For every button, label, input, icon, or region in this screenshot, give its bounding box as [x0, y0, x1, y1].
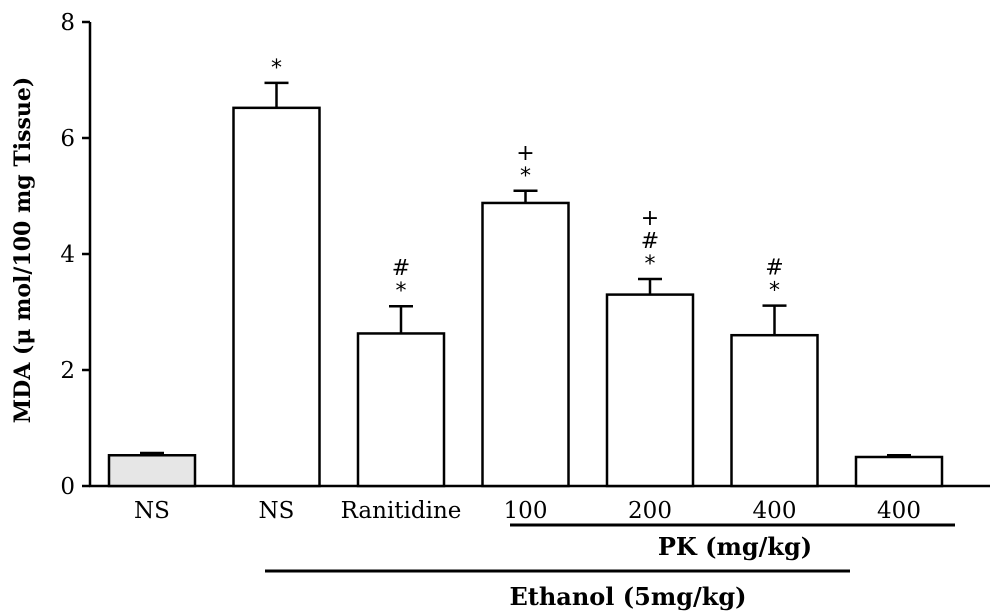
- y-ticks: 0 2 4 6 8: [60, 10, 90, 500]
- y-axis-label: MDA (μ mol/100 mg Tissue): [10, 77, 36, 423]
- x-tick-label: NS: [259, 498, 295, 524]
- bar: [107, 454, 197, 488]
- x-tick-label: NS: [134, 498, 170, 524]
- y-tick-label: 0: [60, 474, 75, 500]
- significance-marker: #: [392, 256, 410, 281]
- significance-marker: +: [641, 206, 659, 231]
- x-tick-label: 400: [877, 498, 921, 524]
- bar: [232, 106, 321, 488]
- x-tick-labels: NS NS Ranitidine 100 200 400 400: [134, 498, 921, 524]
- significance-marker: +: [516, 141, 534, 166]
- significance-marker: *: [769, 279, 780, 304]
- x-tick-label: 200: [628, 498, 672, 524]
- ethanol-group-label: Ethanol (5mg/kg): [509, 582, 746, 611]
- x-tick-label: Ranitidine: [341, 498, 462, 524]
- bar: [730, 333, 819, 488]
- bar: [854, 455, 944, 488]
- significance-marker: *: [396, 279, 407, 304]
- y-tick-label: 2: [60, 358, 75, 384]
- significance-marker: *: [520, 164, 531, 189]
- y-tick-label: 6: [60, 126, 75, 152]
- bar: [481, 201, 570, 488]
- bars: **#*+*#+*#: [107, 56, 944, 488]
- x-tick-label: 100: [504, 498, 548, 524]
- x-tick-label: 400: [753, 498, 797, 524]
- significance-marker: *: [271, 56, 282, 81]
- bar: [605, 293, 695, 488]
- significance-marker: #: [765, 256, 783, 281]
- significance-marker: *: [645, 252, 656, 277]
- y-tick-label: 4: [60, 242, 75, 268]
- bar: [356, 332, 446, 488]
- significance-marker: #: [641, 229, 659, 254]
- pk-group-label: PK (mg/kg): [658, 532, 812, 561]
- y-tick-label: 8: [60, 10, 75, 36]
